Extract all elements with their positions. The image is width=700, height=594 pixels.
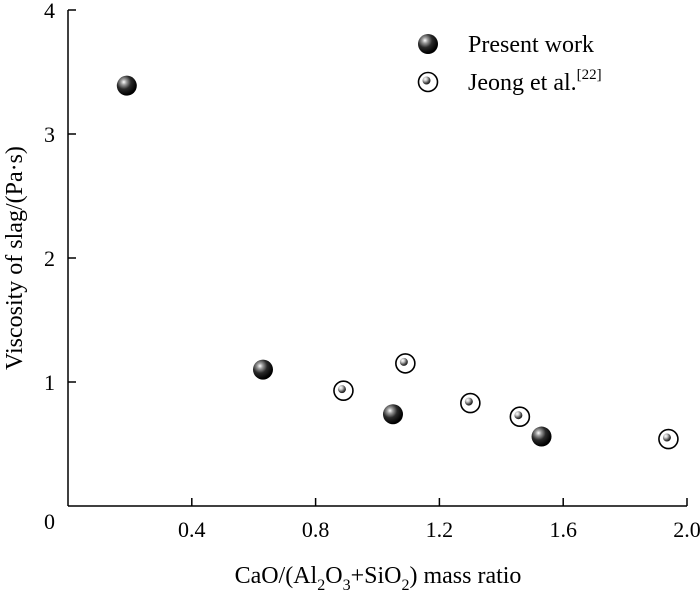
x-tick-label: 1.2 <box>426 517 454 542</box>
x-tick-label: 0.4 <box>178 517 206 542</box>
legend-item-present-work: Present work <box>418 32 594 58</box>
point-jeong-core <box>464 397 473 406</box>
x-tick-label: 0.8 <box>302 517 330 542</box>
point-present-work <box>252 359 273 380</box>
x-axis-title: CaO/(Al2O3+SiO2) mass ratio <box>235 563 522 594</box>
legend-label-present-work: Present work <box>468 32 594 58</box>
y-tick-label: 3 <box>44 122 55 147</box>
point-jeong-core <box>662 433 671 442</box>
x-tick-label: 2.0 <box>673 517 700 542</box>
data-points <box>116 75 679 450</box>
y-tick-label: 1 <box>44 370 55 395</box>
legend-marker-open-inner <box>422 76 431 85</box>
legend-item-jeong: Jeong et al.[22] <box>417 67 602 96</box>
x-tick-label: 1.6 <box>549 517 577 542</box>
point-present-work <box>116 75 137 96</box>
point-jeong-core <box>514 411 523 420</box>
y-tick-label: 0 <box>44 509 55 534</box>
axis-ticks <box>68 9 688 506</box>
point-jeong <box>333 380 354 401</box>
point-jeong-core <box>399 357 408 366</box>
legend: Present work Jeong et al.[22] <box>417 32 602 96</box>
plot-frame <box>67 10 687 507</box>
point-jeong-core <box>337 385 346 394</box>
legend-label-jeong: Jeong et al.[22] <box>468 67 602 96</box>
point-present-work <box>531 426 552 447</box>
point-jeong <box>395 353 416 374</box>
point-jeong <box>509 406 531 428</box>
point-present-work <box>382 404 403 425</box>
legend-marker-filled <box>418 34 438 54</box>
y-tick-label: 2 <box>44 246 55 271</box>
point-jeong <box>658 428 679 450</box>
y-axis-title: Viscosity of slag/(Pa·s) <box>2 146 28 370</box>
axis-tick-labels: 0.4 0.8 1.2 1.6 2.0 0 1 2 3 4 <box>44 0 700 542</box>
y-tick-label: 4 <box>44 0 55 23</box>
point-jeong <box>460 392 481 414</box>
